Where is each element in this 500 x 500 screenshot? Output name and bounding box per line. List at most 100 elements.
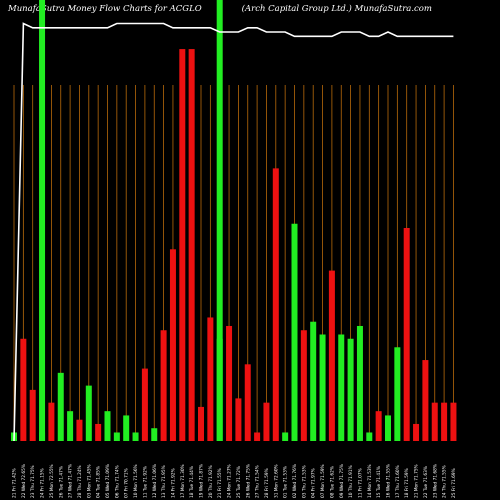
x-tick-label: 07 Mon 71.59% <box>320 464 326 498</box>
x-tick-label: 08 Tue 71.62% <box>329 466 335 498</box>
money-flow-bar <box>104 411 111 441</box>
x-tick-label: 17 Thu 71.60% <box>395 465 401 498</box>
x-tick-label: 10 Thu 71.91% <box>348 465 354 498</box>
x-tick-label: 21 Mon 71.75% <box>414 464 420 498</box>
money-flow-bar <box>67 411 74 441</box>
money-flow-bar <box>198 406 204 441</box>
x-tick-label: 27 Thu 71.54% <box>255 465 261 498</box>
x-tick-label: 01 Tue 71.53% <box>283 466 289 498</box>
money-flow-bar <box>310 321 317 441</box>
money-flow-bar <box>113 432 120 441</box>
x-tick-label: 04 Fri 71.97% <box>311 468 317 498</box>
money-flow-bar <box>123 415 130 441</box>
x-tick-label: 02 Wed 71.76% <box>292 464 298 498</box>
money-flow-bar <box>169 249 176 441</box>
money-flow-bar <box>160 330 167 441</box>
money-flow-bar <box>141 368 148 441</box>
x-tick-label: 04 Tue 71.85% <box>96 466 102 498</box>
money-flow-bar <box>385 415 391 441</box>
money-flow-bar <box>403 228 410 441</box>
money-flow-bar <box>356 325 363 441</box>
x-tick-label: 26 Wed 71.75% <box>245 464 251 498</box>
x-tick-label: 23 Thu 71.75% <box>30 465 36 498</box>
money-flow-bar <box>319 334 326 441</box>
x-tick-label: 15 Tue 71.41% <box>376 466 382 498</box>
x-tick-label: 19 Wed 71.87% <box>199 464 205 498</box>
money-flow-bar <box>57 372 64 441</box>
money-flow-bar <box>226 325 233 441</box>
money-flow-bar <box>300 330 307 441</box>
x-tick-label: 22 Tue 71.63% <box>423 466 429 498</box>
x-tick-label: 24 Mon 71.27% <box>227 464 233 498</box>
money-flow-bar <box>235 398 242 441</box>
x-tick-label: 25 Mon 72.55% <box>49 464 55 498</box>
highlight-column <box>39 0 46 441</box>
x-tick-label: 20 Thu 71.92% <box>208 465 214 498</box>
x-tick-label: 10 Mon 71.56% <box>133 464 139 498</box>
x-tick-label: 18 Tue 71.44% <box>189 466 195 498</box>
money-flow-bar <box>132 432 139 441</box>
x-tick-label: 24 Thu 71.55% <box>442 465 448 498</box>
chart-subtitle: (Arch Capital Group Ltd.) MunafaSutra.co… <box>241 4 432 14</box>
money-flow-bar <box>338 334 345 441</box>
x-tick-label: 14 Mon 71.53% <box>367 464 373 498</box>
x-tick-label: 28 Thu 71.24% <box>77 465 83 498</box>
money-flow-bar <box>95 423 102 441</box>
money-flow-bar <box>254 432 261 441</box>
money-flow-bar <box>394 347 401 441</box>
money-flow-bar <box>282 432 289 441</box>
money-flow-bar <box>39 432 46 441</box>
money-flow-bar <box>272 168 279 442</box>
x-tick-label: 06 Thu 71.74% <box>114 465 120 498</box>
money-flow-bar <box>328 270 335 441</box>
money-flow-bar <box>151 428 158 441</box>
money-flow-bar <box>76 419 83 441</box>
money-flow-bar <box>450 402 457 441</box>
x-tick-label: 09 Wed 71.75% <box>339 464 345 498</box>
money-flow-bar <box>244 364 251 441</box>
highlight-column <box>216 0 223 441</box>
x-tick-label: 31 Mon 72.60% <box>273 464 279 498</box>
money-flow-bar <box>441 402 448 441</box>
x-tick-label: 24 Fri 71.15% <box>40 468 46 498</box>
x-tick-label: 25 Tue 71.72% <box>236 466 242 498</box>
x-tick-label: 18 Fri 71.59% <box>404 468 410 498</box>
x-tick-label: 22 Wed 72.65% <box>21 464 27 498</box>
x-tick-label: 21 Fri 71.42% <box>12 468 18 498</box>
x-tick-label: 16 Wed 71.55% <box>386 464 392 498</box>
money-flow-bar <box>291 223 298 441</box>
x-tick-label: 05 Wed 71.09% <box>105 464 111 498</box>
money-flow-bar <box>207 317 214 441</box>
x-tick-label: 13 Thu 71.95% <box>161 465 167 498</box>
chart-title: MunafaSutra Money Flow Charts for ACGLO <box>8 4 202 14</box>
money-flow-bar <box>422 360 429 441</box>
money-flow-bar <box>263 402 270 441</box>
money-flow-bar <box>375 411 382 441</box>
price-line <box>13 22 454 442</box>
x-tick-label: 14 Fri 71.92% <box>170 468 176 498</box>
money-flow-bar <box>48 402 55 441</box>
x-tick-label: 26 Tue 71.47% <box>58 466 64 498</box>
x-tick-label: 25 Fri 71.69% <box>451 468 457 498</box>
money-flow-bar <box>347 338 354 441</box>
x-tick-label: 07 Fri 70.71% <box>124 468 130 498</box>
x-tick-label: 03 Mon 71.45% <box>86 464 92 498</box>
x-tick-label: 28 Fri 71.59% <box>264 468 270 498</box>
money-flow-bar <box>188 49 195 442</box>
money-flow-bar <box>216 338 223 441</box>
money-flow-bar <box>366 432 373 441</box>
x-tick-label: 03 Thu 71.53% <box>301 465 307 498</box>
x-tick-label: 23 Wed 71.68% <box>432 464 438 498</box>
x-tick-label: 21 Fri 71.55% <box>217 468 223 498</box>
x-tick-label: 27 Wed 71.47% <box>68 464 74 498</box>
money-flow-bar <box>413 423 420 441</box>
money-flow-bar <box>431 402 438 441</box>
x-tick-label: 11 Tue 71.92% <box>142 466 148 498</box>
x-tick-label: 17 Mon 71.30% <box>180 464 186 498</box>
money-flow-bar <box>85 385 92 441</box>
money-flow-bar <box>179 49 186 442</box>
money-flow-bar <box>20 338 27 441</box>
money-flow-bar <box>29 389 36 441</box>
x-tick-label: 12 Wed 71.06% <box>152 464 158 498</box>
